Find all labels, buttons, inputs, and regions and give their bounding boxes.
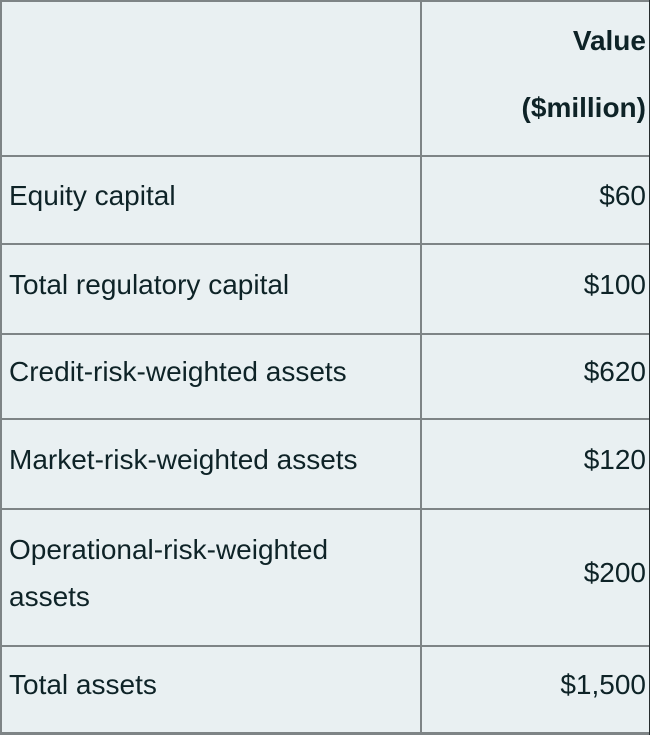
row-label-total-regulatory-capital: Total regulatory capital (0, 243, 422, 335)
table-row: Total regulatory capital $100 (0, 243, 650, 335)
row-value-equity-capital: $60 (420, 155, 650, 245)
row-label-market-risk-weighted-assets: Market-risk-weighted assets (0, 418, 422, 510)
row-value-credit-risk-weighted-assets: $620 (420, 333, 650, 420)
row-value-total-regulatory-capital: $100 (420, 243, 650, 335)
table-row: Operational-risk-weighted assets $200 (0, 508, 650, 647)
header-value-cell: Value ($million) (420, 0, 650, 157)
table-row: Equity capital $60 (0, 155, 650, 245)
table-row: Total assets $1,500 (0, 645, 650, 735)
row-value-operational-risk-weighted-assets: $200 (420, 508, 650, 647)
row-value-total-assets: $1,500 (420, 645, 650, 735)
row-value-market-risk-weighted-assets: $120 (420, 418, 650, 510)
header-empty-cell (0, 0, 422, 157)
header-value-label: Value (572, 24, 646, 56)
row-label-equity-capital: Equity capital (0, 155, 422, 245)
table-header-row: Value ($million) (0, 0, 650, 157)
row-label-operational-risk-weighted-assets: Operational-risk-weighted assets (0, 508, 422, 647)
row-label-credit-risk-weighted-assets: Credit-risk-weighted assets (0, 333, 422, 420)
header-unit-label: ($million) (521, 91, 646, 123)
table-row: Market-risk-weighted assets $120 (0, 418, 650, 510)
row-label-total-assets: Total assets (0, 645, 422, 735)
table-row: Credit-risk-weighted assets $620 (0, 333, 650, 420)
